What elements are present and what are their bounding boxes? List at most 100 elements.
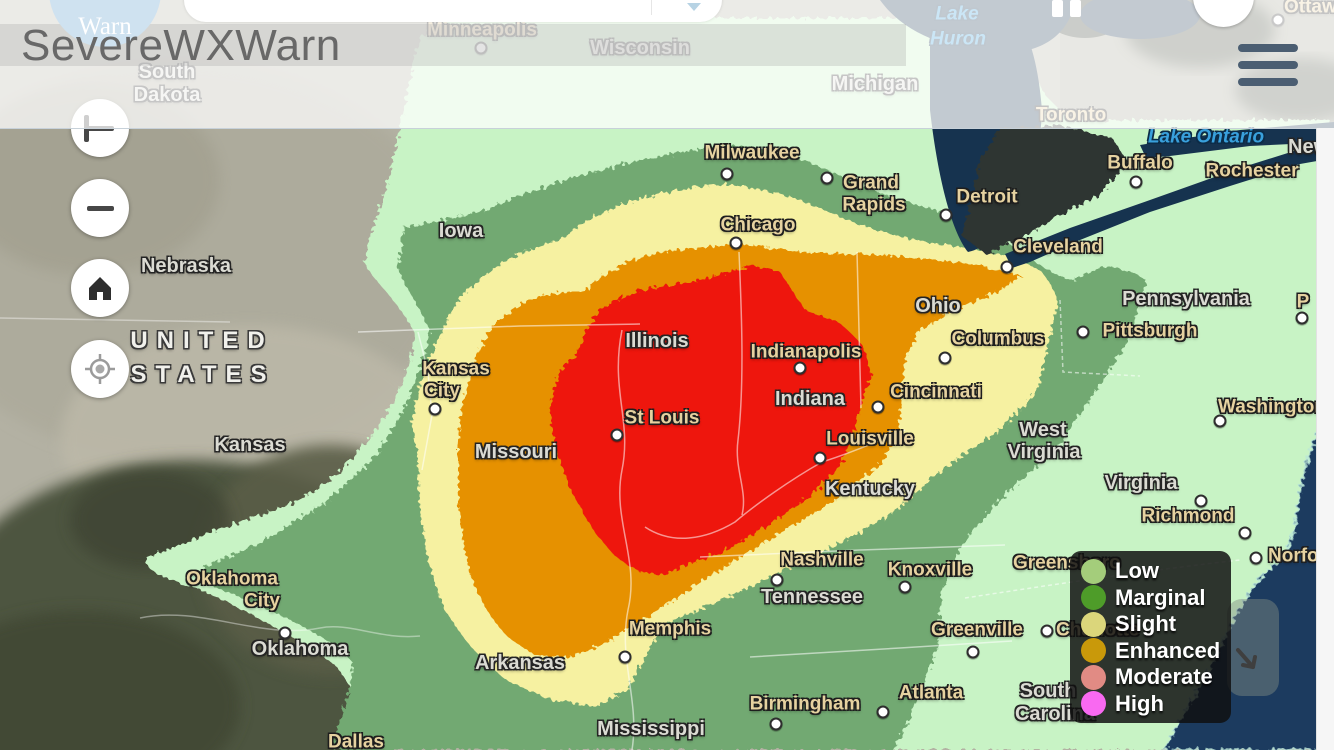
map-label-ohio: Ohio [915,295,961,317]
city-dot [770,573,784,587]
city-dot [1249,551,1263,565]
map-label-milwaukee: Milwaukee [704,142,800,164]
map-label-louisville: Louisville [826,428,914,450]
city-dot [610,428,624,442]
city-dot [428,402,442,416]
map-label-rochester: Rochester [1205,160,1299,182]
city-dot [1204,160,1218,174]
legend-rows: Low Marginal Slight Enhanced Moderate High [1081,558,1231,717]
map-label-arkansas: Arkansas [474,652,566,674]
city-dot [813,451,827,465]
city-dot [1000,260,1014,274]
map-label-st-louis: St Louis [624,407,700,429]
map-label-nebraska: Nebraska [140,255,232,277]
map-label-knoxville: Knoxville [887,559,973,581]
city-dot [966,645,980,659]
legend-swatch [1081,638,1106,664]
city-dot [939,208,953,222]
map-label-city: City [424,380,460,402]
map-label-virginia: Virginia [1104,472,1178,494]
logo-text: Warn [78,13,132,40]
legend-label: Low [1115,558,1159,584]
city-dot [278,626,292,640]
city-dot [1194,494,1208,508]
city-dot [1076,325,1090,339]
map-label-illinois: Illinois [625,330,689,352]
map-label-pennsylvania: Pennsylvania [1122,288,1250,310]
locate-button[interactable] [71,340,129,398]
legend-label: Moderate [1115,664,1213,690]
diagonal-arrow-icon [1236,648,1257,669]
hamburger-icon [1238,44,1298,52]
map-label-buffalo: Buffalo [1107,152,1173,174]
map-label-oklahoma: Oklahoma [186,568,278,590]
map-label-kansas: Kansas [422,358,490,380]
zoom-out-button[interactable] [71,179,129,237]
map-label-kansas: Kansas [214,434,286,456]
map-label-missouri: Missouri [474,441,558,463]
legend-label: Marginal [1115,584,1206,610]
map-label-cincinnati: Cincinnati [890,381,982,403]
legend-swatch [1081,558,1106,584]
search-input[interactable] [202,0,646,20]
map-label-chicago: Chicago [720,214,796,236]
city-dot [938,351,952,365]
pause-icon [1070,0,1081,17]
map-label-pittsburgh: Pittsburgh [1102,320,1198,342]
minus-icon [86,205,114,211]
legend-expand-button[interactable] [1227,599,1279,696]
legend-label: Slight [1115,611,1177,637]
map-label-washington: Washington [1218,396,1326,418]
city-dot [1238,526,1252,540]
map-label-cleveland: Cleveland [1013,236,1103,258]
map-label-west: West [1019,419,1067,441]
city-dot [820,171,834,185]
divider [651,0,652,15]
search-bar[interactable] [184,0,722,22]
pause-button[interactable] [1050,0,1086,18]
legend-item-high: High [1081,691,1231,718]
lake-ontario-shape [1140,122,1334,158]
map-label-indianapolis: Indianapolis [750,341,862,363]
legend-label: Enhanced [1115,637,1221,663]
legend-item-low: Low [1081,558,1231,585]
map-label-city: City [244,590,280,612]
state-borders [0,251,1241,750]
city-dot [618,650,632,664]
map-label-birmingham: Birmingham [749,693,861,715]
map-label-south: South [1019,680,1077,702]
title-band [0,24,906,66]
crosshair-icon [85,354,115,384]
legend-item-enhanced: Enhanced [1081,638,1231,665]
zone-moderate [550,266,872,575]
map-label-united: UNITED [130,327,274,354]
map-label-p: P [1296,291,1310,313]
legend-swatch [1081,585,1106,611]
map-label-columbus: Columbus [951,328,1045,350]
city-dot [1295,311,1309,325]
map-label-tennessee: Tennessee [761,586,863,608]
map-label-lake-ontario: Lake Ontario [1147,126,1265,148]
city-dot [1213,414,1227,428]
map-label-oklahoma: Oklahoma [251,638,349,660]
city-dot [898,580,912,594]
legend-swatch [1081,691,1106,717]
menu-button[interactable] [1238,44,1298,86]
map-label-atlanta: Atlanta [898,682,964,704]
home-icon [89,277,111,300]
chevron-down-icon[interactable] [687,3,701,11]
city-dot [769,717,783,731]
legend-item-moderate: Moderate [1081,664,1231,691]
map-label-nashville: Nashville [780,549,864,571]
legend-item-slight: Slight [1081,611,1231,638]
hamburger-icon [1238,61,1298,69]
legend-swatch [1081,611,1106,637]
city-dot [729,236,743,250]
legend-label: High [1115,690,1164,716]
risk-legend[interactable]: Low Marginal Slight Enhanced Moderate High [1070,551,1231,723]
city-dot [1129,175,1143,189]
home-button[interactable] [71,259,129,317]
city-dot [876,705,890,719]
map-label-grand: Grand [843,172,899,194]
